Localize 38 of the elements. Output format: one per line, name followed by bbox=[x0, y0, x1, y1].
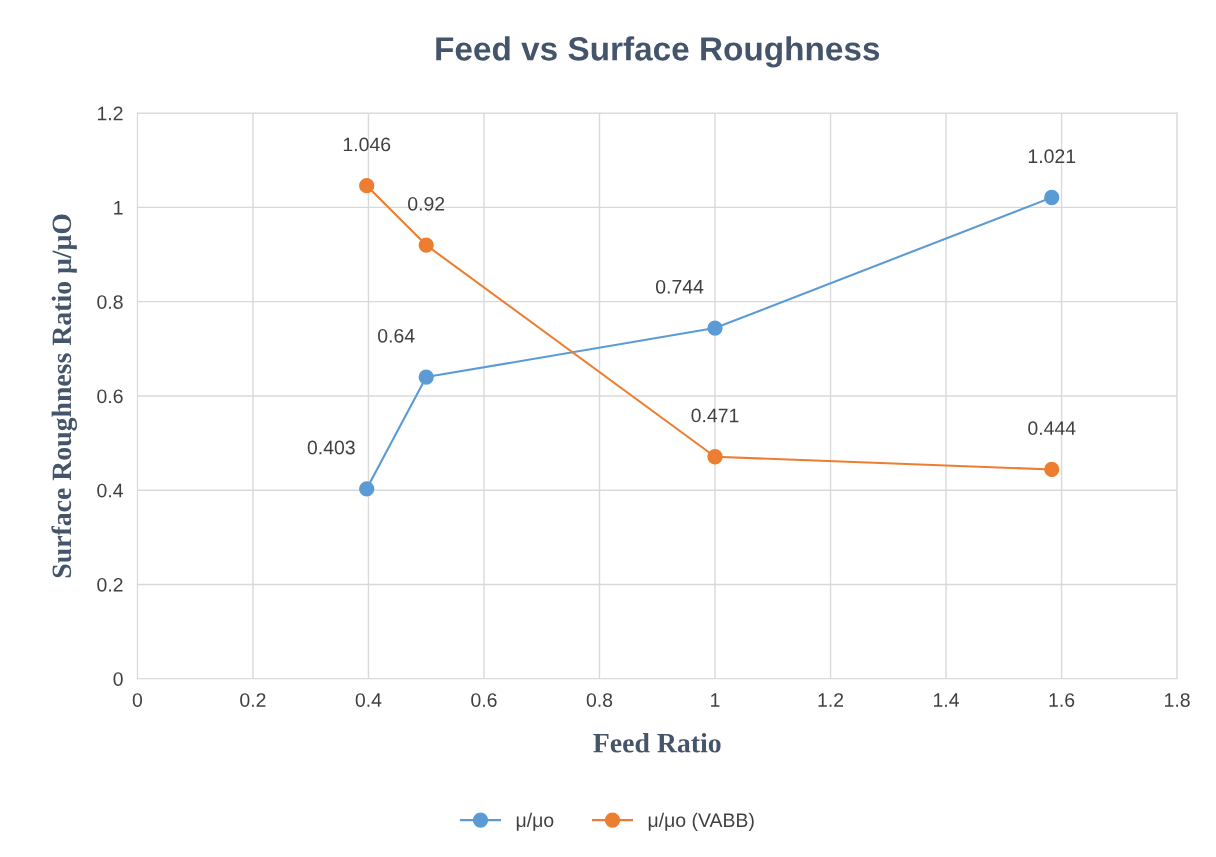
x-tick-label: 0.4 bbox=[355, 693, 382, 707]
data-label: 0.92 bbox=[408, 196, 445, 211]
y-tick-label: 0 bbox=[113, 672, 123, 686]
y-tick-label: 0.6 bbox=[97, 389, 123, 404]
y-axis-title: Surface Roughness Ratio μ/μO bbox=[51, 214, 78, 578]
y-tick-label: 0.8 bbox=[97, 295, 123, 309]
data-label: 1.046 bbox=[343, 137, 391, 152]
x-tick-label: 1.2 bbox=[818, 693, 844, 707]
x-tick-label: 1.4 bbox=[934, 693, 959, 707]
chart-title: Feed vs Surface Roughness bbox=[436, 36, 880, 68]
x-tick-label: 1.8 bbox=[1165, 693, 1190, 707]
point bbox=[707, 449, 723, 465]
data-label: 1.021 bbox=[1028, 149, 1076, 164]
x-tick-label: 0.6 bbox=[471, 693, 497, 707]
x-axis-title: Feed Ratio bbox=[593, 732, 721, 753]
data-label: 0.444 bbox=[1028, 421, 1076, 436]
point bbox=[707, 320, 723, 336]
legend-label: μ/μo bbox=[516, 812, 554, 831]
x-tick-label: 1 bbox=[711, 693, 720, 707]
y-tick-label: 0.4 bbox=[97, 483, 123, 498]
point bbox=[418, 369, 434, 385]
y-tick-label: 1 bbox=[114, 201, 123, 215]
point bbox=[359, 178, 375, 194]
x-tick-label: 0.2 bbox=[240, 693, 266, 707]
data-label: 0.64 bbox=[378, 328, 415, 343]
data-label: 0.744 bbox=[656, 279, 704, 294]
data-label: 0.471 bbox=[691, 408, 739, 423]
x-tick-label: 0.8 bbox=[586, 693, 613, 707]
point bbox=[359, 481, 375, 497]
y-tick-label: 0.2 bbox=[97, 577, 123, 592]
x-tick-label: 1.6 bbox=[1049, 693, 1075, 707]
data-label: 0.403 bbox=[307, 440, 355, 455]
x-tick-label: 0 bbox=[132, 693, 143, 707]
legend-label: μ/μo (VABB) bbox=[648, 812, 754, 831]
point bbox=[1044, 461, 1060, 478]
point bbox=[418, 237, 434, 253]
y-tick-label: 1.2 bbox=[97, 106, 123, 121]
point bbox=[1044, 189, 1060, 206]
